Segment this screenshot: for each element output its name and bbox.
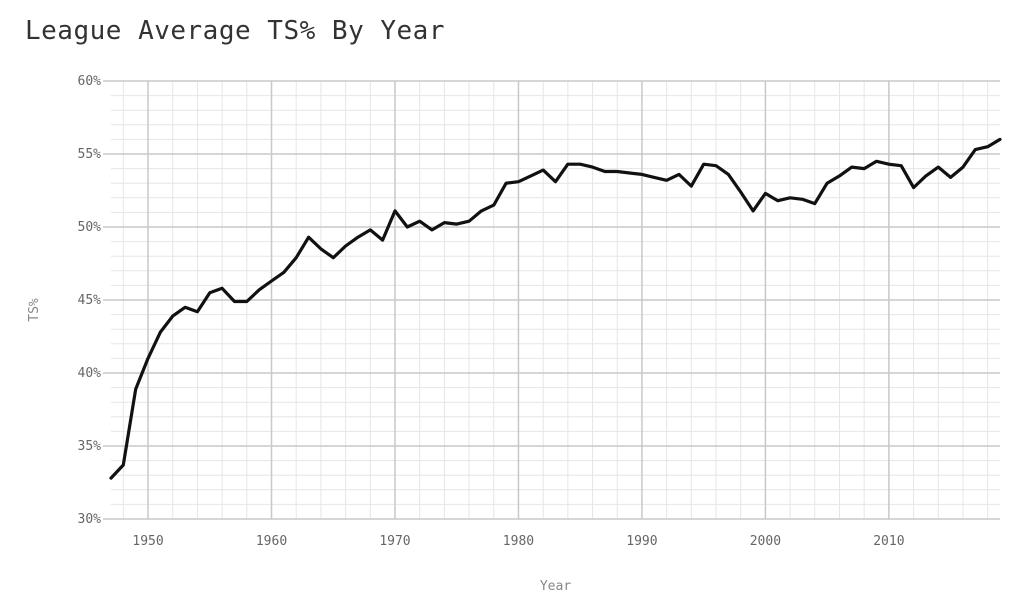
y-tick-label: 50% [78,220,102,235]
series-line [109,137,1002,480]
x-tick-label: 1980 [503,534,534,549]
y-tick-label: 55% [78,147,102,162]
x-tick-label: 1950 [132,534,163,549]
y-tick-label: 60% [78,74,102,89]
y-tick-label: 45% [78,293,102,308]
x-tick-label: 2010 [873,534,904,549]
x-axis-ticks: 1950 1960 1970 1980 1990 2000 2010 [132,534,904,549]
major-grid [103,80,1000,520]
y-tick-label: 30% [78,512,102,527]
x-tick-label: 1990 [626,534,657,549]
x-tick-label: 1960 [256,534,287,549]
x-tick-label: 2000 [750,534,781,549]
y-tick-label: 35% [78,439,102,454]
y-tick-label: 40% [78,366,102,381]
y-axis-label: TS% [27,298,42,322]
chart-title: League Average TS% By Year [25,16,445,46]
x-tick-label: 1970 [379,534,410,549]
x-axis-label: Year [540,579,571,594]
y-axis-ticks: 30% 35% 40% 45% 50% 55% 60% [78,74,102,527]
series-group [109,137,1002,480]
